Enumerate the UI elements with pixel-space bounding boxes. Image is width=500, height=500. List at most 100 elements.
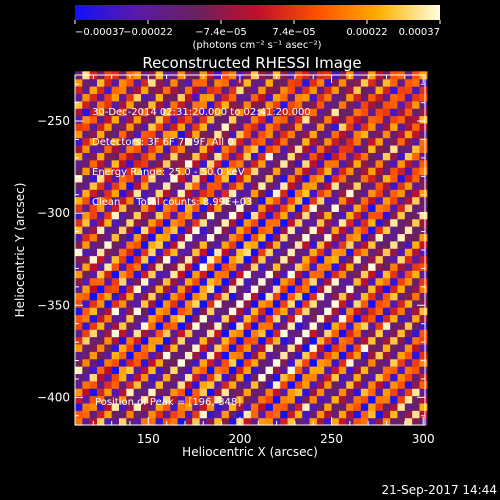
heatmap-cell (104, 108, 113, 117)
heatmap-cell (258, 285, 267, 293)
heatmap-cell (177, 159, 186, 168)
heatmap-cell (192, 93, 201, 102)
heatmap-cell (243, 388, 252, 397)
heatmap-cell (126, 115, 135, 124)
heatmap-cell (104, 388, 113, 397)
heatmap-cell (118, 336, 127, 345)
heatmap-cell (192, 203, 201, 212)
heatmap-cell (199, 167, 208, 176)
heatmap-cell (177, 137, 186, 146)
heatmap-cell (360, 270, 369, 279)
heatmap-cell (192, 395, 201, 404)
heatmap-cell (382, 321, 391, 330)
heatmap-cell (236, 218, 245, 227)
heatmap-cell (382, 285, 391, 293)
heatmap-cell (140, 410, 149, 419)
heatmap-cell (287, 130, 296, 139)
heatmap-cell (353, 122, 362, 131)
heatmap-cell (177, 255, 186, 264)
heatmap-cell (155, 270, 164, 279)
heatmap-cell (404, 159, 413, 168)
heatmap-cell (353, 226, 362, 235)
heatmap-cell (126, 402, 135, 411)
heatmap-cell (82, 262, 91, 271)
heatmap-cell (250, 329, 259, 338)
heatmap-cell (316, 93, 325, 102)
heatmap-cell (353, 78, 362, 87)
heatmap-cell (118, 211, 127, 220)
heatmap-cell (280, 78, 289, 87)
heatmap-cell (133, 299, 142, 308)
heatmap-cell (375, 218, 384, 227)
heatmap-cell (294, 115, 303, 124)
heatmap-cell (155, 115, 164, 124)
heatmap-cell (199, 145, 208, 153)
heatmap-cell (148, 366, 157, 375)
heatmap-cell (382, 336, 391, 345)
heatmap-cell (397, 417, 406, 426)
heatmap-cell (228, 366, 237, 375)
heatmap-cell (346, 122, 355, 131)
heatmap-cell (126, 255, 135, 264)
heatmap-cell (390, 203, 399, 212)
heatmap-cell (75, 248, 83, 257)
heatmap-cell (346, 277, 355, 286)
heatmap-cell (287, 380, 296, 389)
heatmap-cell (177, 240, 186, 249)
heatmap-cell (375, 270, 384, 279)
heatmap-cell (82, 137, 91, 146)
heatmap-cell (287, 86, 296, 95)
heatmap-cell (338, 255, 347, 264)
heatmap-cell (162, 137, 171, 146)
heatmap-cell (338, 167, 347, 176)
heatmap-cell (126, 388, 135, 397)
heatmap-cell (148, 130, 157, 139)
heatmap-cell (82, 373, 91, 382)
heatmap-cell (368, 388, 377, 397)
heatmap-cell (382, 108, 391, 117)
heatmap-cell (243, 395, 252, 404)
heatmap-cell (243, 211, 252, 220)
heatmap-cell (96, 152, 105, 161)
heatmap-cell (419, 410, 428, 419)
heatmap-cell (243, 321, 252, 330)
heatmap-cell (368, 181, 377, 190)
heatmap-cell (412, 240, 421, 249)
heatmap-cell (250, 255, 259, 264)
heatmap-cell (294, 203, 303, 212)
heatmap-cell (287, 100, 296, 109)
heatmap-cell (324, 314, 333, 323)
heatmap-cell (368, 336, 377, 345)
heatmap-cell (214, 373, 223, 382)
heatmap-cell (287, 78, 296, 87)
heatmap-cell (104, 203, 113, 212)
x-tick-label: 150 (137, 432, 160, 446)
heatmap-cell (192, 285, 201, 293)
heatmap-cell (148, 100, 157, 109)
heatmap-cell (404, 100, 413, 109)
heatmap-cell (397, 122, 406, 131)
heatmap-cell (368, 248, 377, 257)
heatmap-cell (206, 233, 215, 242)
heatmap-cell (250, 366, 259, 375)
heatmap-cell (170, 167, 179, 176)
heatmap-cell (155, 196, 164, 205)
heatmap-cell (243, 285, 252, 293)
heatmap-cell (96, 277, 105, 286)
heatmap-cell (184, 248, 193, 257)
heatmap-cell (382, 152, 391, 161)
heatmap-cell (258, 115, 267, 124)
heatmap-cell (338, 100, 347, 109)
heatmap-cell (89, 366, 98, 375)
heatmap-cell (272, 196, 281, 205)
heatmap-cell (280, 248, 289, 257)
heatmap-cell (294, 130, 303, 139)
heatmap-cell (346, 329, 355, 338)
heatmap-cell (397, 336, 406, 345)
heatmap-cell (192, 122, 201, 131)
heatmap-cell (89, 351, 98, 360)
heatmap-cell (82, 255, 91, 264)
heatmap-cell (199, 159, 208, 168)
heatmap-cell (89, 211, 98, 220)
heatmap-cell (148, 78, 157, 87)
